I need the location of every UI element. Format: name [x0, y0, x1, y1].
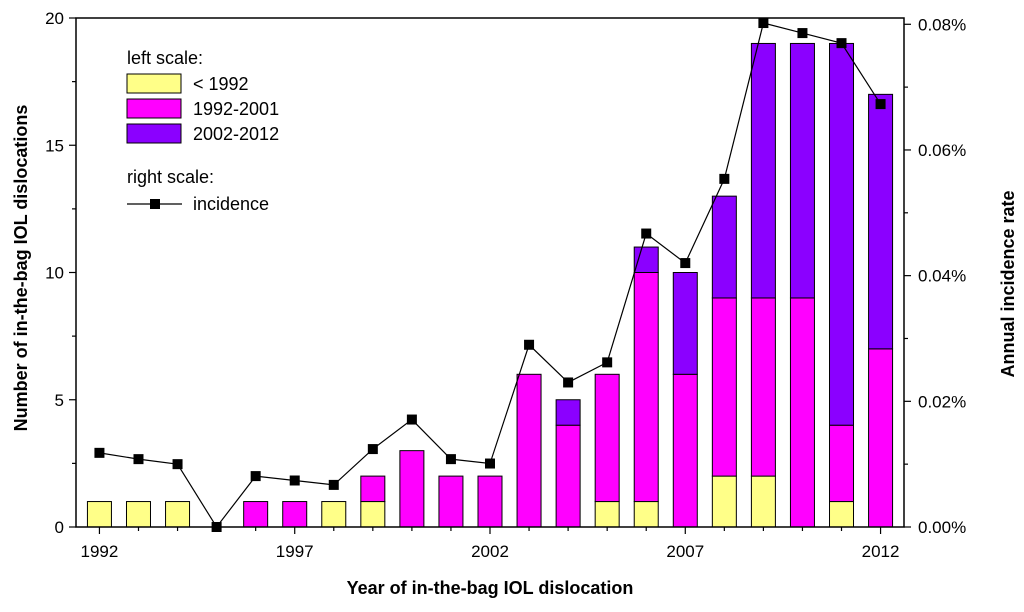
legend-label-1992-2001: 1992-2001 [193, 99, 279, 119]
x-tick-label-2007: 2007 [666, 542, 704, 561]
legend-right-title: right scale: [127, 167, 214, 187]
x-axis-title: Year of in-the-bag IOL dislocation [347, 578, 634, 598]
bar-2011-series-2 [829, 42, 855, 426]
axes-group [75, 17, 905, 528]
y2-tick-label-2: 0.04% [918, 267, 966, 286]
legend-swatch-pre1992 [126, 73, 182, 94]
legend-label-incidence: incidence [193, 194, 269, 214]
y-tick-label-10: 10 [45, 264, 64, 283]
incidence-point-1997 [289, 475, 300, 486]
bar-1999-series-0 [360, 501, 386, 528]
bar-2011-series-0 [829, 501, 855, 528]
bar-2002-series-1 [477, 475, 503, 528]
legend-label-pre1992: < 1992 [193, 74, 249, 94]
bar-1998-series-0 [321, 501, 347, 528]
incidence-point-2008 [719, 173, 730, 184]
bar-2003-series-1 [516, 373, 542, 528]
x-tick-label-2012: 2012 [862, 542, 900, 561]
incidence-point-2006 [641, 228, 652, 239]
bar-2004-series-2 [555, 399, 581, 426]
incidence-point-2012 [875, 99, 886, 110]
bar-2006-series-1 [633, 272, 659, 503]
incidence-point-2003 [524, 339, 535, 350]
legend-left-title: left scale: [127, 48, 203, 68]
bars-group [86, 42, 894, 528]
bar-2007-series-2 [672, 272, 698, 375]
bar-2008-series-0 [711, 475, 737, 528]
bar-2010-series-2 [789, 42, 815, 299]
y2-tick-label-0: 0.00% [918, 518, 966, 537]
incidence-point-1992 [94, 447, 105, 458]
bar-2001-series-1 [438, 475, 464, 528]
y-tick-label-20: 20 [45, 9, 64, 28]
y2-tick-label-1: 0.02% [918, 392, 966, 411]
legend-swatch-1992-2001 [126, 98, 182, 119]
y-tick-label-5: 5 [55, 391, 64, 410]
incidence-point-1998 [328, 479, 339, 490]
bar-1994-series-0 [165, 501, 191, 528]
legend-label-2002-2012: 2002-2012 [193, 124, 279, 144]
x-tick-label-1997: 1997 [276, 542, 314, 561]
incidence-point-2004 [563, 377, 574, 388]
incidence-point-2001 [445, 454, 456, 465]
bar-1993-series-0 [125, 501, 151, 528]
incidence-point-1994 [172, 459, 183, 470]
bar-2009-series-1 [750, 297, 776, 477]
incidence-point-2009 [758, 18, 769, 29]
bar-1996-series-1 [243, 501, 269, 528]
bar-1992-series-0 [86, 501, 112, 528]
y-axis-title: Number of in-the-bag IOL dislocations [11, 105, 31, 432]
legend-marker-sample [150, 199, 160, 209]
y-tick-label-15: 15 [45, 136, 64, 155]
incidence-point-2011 [836, 38, 847, 49]
y-tick-label-0: 0 [55, 518, 64, 537]
incidence-point-1996 [250, 471, 261, 482]
x-tick-label-1992: 1992 [81, 542, 119, 561]
legend: left scale: < 1992 1992-2001 2002-2012 r… [126, 48, 279, 214]
legend-swatch-2002-2012 [126, 123, 182, 144]
y2-tick-label-4: 0.08% [918, 15, 966, 34]
bar-2000-series-1 [399, 450, 425, 528]
incidence-point-2000 [406, 414, 417, 425]
bar-2008-series-2 [711, 195, 737, 299]
y2-tick-label-3: 0.06% [918, 141, 966, 160]
y2-axis-ticks: 0.00% 0.02% 0.04% 0.06% 0.08% [904, 15, 966, 537]
bar-2005-series-0 [594, 501, 620, 528]
incidence-point-2010 [797, 28, 808, 39]
bar-2004-series-1 [555, 424, 581, 528]
y2-axis-title: Annual incidence rate [998, 190, 1018, 377]
bar-1997-series-1 [282, 501, 308, 528]
bar-2012-series-1 [868, 348, 894, 528]
bar-2010-series-1 [789, 297, 815, 528]
x-tick-label-2002: 2002 [471, 542, 509, 561]
bar-2011-series-1 [829, 424, 855, 503]
plot-frame [75, 17, 905, 528]
bar-2005-series-1 [594, 373, 620, 503]
bar-2009-series-0 [750, 475, 776, 528]
x-axis-ticks: 1992 1997 2002 2007 2012 [81, 527, 900, 561]
bar-2007-series-1 [672, 373, 698, 528]
incidence-point-1993 [133, 454, 144, 465]
incidence-point-2007 [680, 258, 691, 269]
incidence-point-2005 [602, 357, 613, 368]
bar-2009-series-2 [750, 42, 776, 299]
bar-2012-series-2 [868, 93, 894, 350]
bar-2006-series-0 [633, 501, 659, 528]
y-axis-ticks: 0 5 10 15 20 [45, 9, 76, 537]
bar-1999-series-1 [360, 475, 386, 503]
incidence-point-1999 [367, 444, 378, 455]
incidence-point-2002 [485, 458, 495, 469]
bar-2008-series-1 [711, 297, 737, 477]
